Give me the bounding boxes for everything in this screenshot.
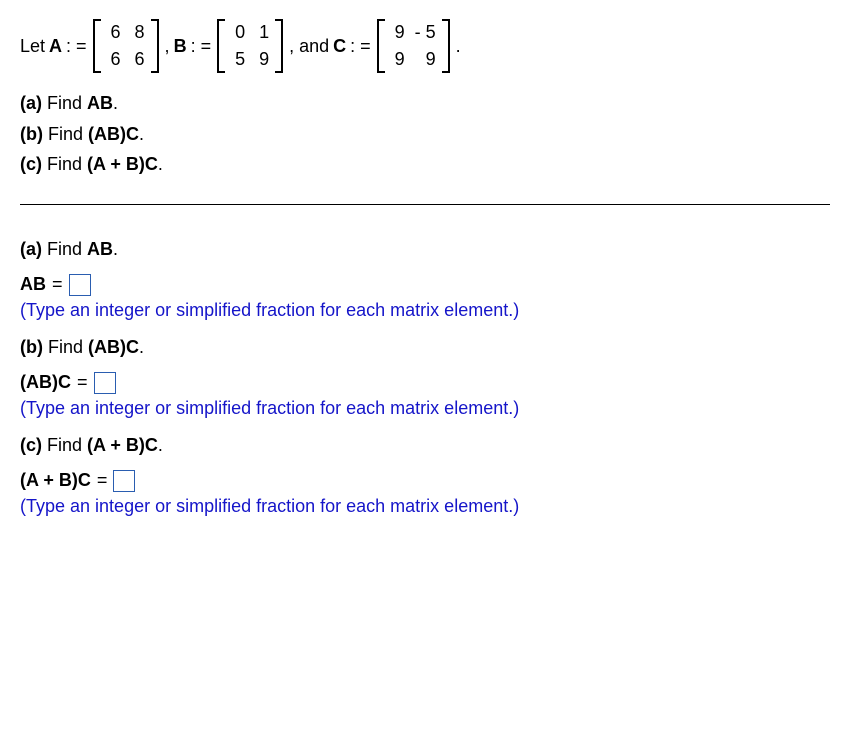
- answer-lhs: (AB)C: [20, 372, 71, 393]
- bracket-right-icon: [442, 19, 450, 73]
- answer-input-a[interactable]: [69, 274, 91, 296]
- answer-line-c: (A + B)C =: [20, 470, 830, 492]
- part-expr: (A + B)C: [87, 154, 158, 174]
- answer-eq: =: [52, 274, 63, 295]
- part-tail: .: [139, 124, 144, 144]
- matrix-B-cell: 1: [255, 22, 269, 43]
- part-tail: .: [158, 435, 163, 455]
- prompt-b: (b) Find (AB)C.: [20, 337, 830, 358]
- part-text: Find: [42, 93, 87, 113]
- part-marker: (a): [20, 239, 42, 259]
- matrix-C-cell: - 5: [415, 22, 436, 43]
- subpart-b: (b) Find (AB)C.: [20, 119, 830, 150]
- bracket-right-icon: [151, 19, 159, 73]
- hint-a: (Type an integer or simplified fraction …: [20, 300, 830, 321]
- answer-input-c[interactable]: [113, 470, 135, 492]
- matrix-C-cell: 9: [415, 49, 436, 70]
- part-text: Find: [42, 154, 87, 174]
- part-tail: .: [113, 93, 118, 113]
- comma: ,: [165, 36, 170, 57]
- matrix-definitions: Let A : = 6 8 6 6 , B : = 0 1 5 9: [20, 18, 830, 74]
- answer-line-a: AB =: [20, 274, 830, 296]
- coloneq-A: : =: [66, 36, 87, 57]
- part-text: Find: [42, 239, 87, 259]
- part-tail: .: [113, 239, 118, 259]
- bracket-left-icon: [93, 19, 101, 73]
- label-A: A: [49, 36, 62, 57]
- prompt-a: (a) Find AB.: [20, 239, 830, 260]
- part-text: Find: [42, 435, 87, 455]
- matrix-A-cell: 6: [131, 49, 145, 70]
- matrix-C: 9 - 5 9 9: [377, 18, 450, 74]
- subpart-a: (a) Find AB.: [20, 88, 830, 119]
- part-expr: (AB)C: [88, 124, 139, 144]
- part-tail: .: [139, 337, 144, 357]
- part-marker: (c): [20, 154, 42, 174]
- part-marker: (b): [20, 124, 43, 144]
- answer-eq: =: [97, 470, 108, 491]
- label-B: B: [174, 36, 187, 57]
- hint-b: (Type an integer or simplified fraction …: [20, 398, 830, 419]
- subparts-list: (a) Find AB. (b) Find (AB)C. (c) Find (A…: [20, 88, 830, 180]
- problem-statement: Let A : = 6 8 6 6 , B : = 0 1 5 9: [20, 18, 830, 180]
- bracket-left-icon: [217, 19, 225, 73]
- part-text: Find: [43, 124, 88, 144]
- label-C: C: [333, 36, 346, 57]
- matrix-B-cell: 9: [255, 49, 269, 70]
- matrix-B: 0 1 5 9: [217, 18, 283, 74]
- bracket-left-icon: [377, 19, 385, 73]
- matrix-A-cell: 6: [107, 49, 121, 70]
- part-expr: AB: [87, 239, 113, 259]
- subpart-c: (c) Find (A + B)C.: [20, 149, 830, 180]
- section-a: (a) Find AB. AB = (Type an integer or si…: [20, 239, 830, 517]
- part-marker: (c): [20, 435, 42, 455]
- prompt-c: (c) Find (A + B)C.: [20, 435, 830, 456]
- answer-lhs: AB: [20, 274, 46, 295]
- part-expr: (A + B)C: [87, 435, 158, 455]
- answer-lhs: (A + B)C: [20, 470, 91, 491]
- matrix-C-cell: 9: [391, 49, 405, 70]
- matrix-A: 6 8 6 6: [93, 18, 159, 74]
- matrix-A-cell: 6: [107, 22, 121, 43]
- coloneq-C: : =: [350, 36, 371, 57]
- part-expr: (AB)C: [88, 337, 139, 357]
- matrix-B-cell: 0: [231, 22, 245, 43]
- matrix-B-cell: 5: [231, 49, 245, 70]
- answer-line-b: (AB)C =: [20, 372, 830, 394]
- divider: [20, 204, 830, 205]
- part-marker: (b): [20, 337, 43, 357]
- coloneq-B: : =: [191, 36, 212, 57]
- part-marker: (a): [20, 93, 42, 113]
- intro-let: Let: [20, 36, 45, 57]
- hint-c: (Type an integer or simplified fraction …: [20, 496, 830, 517]
- intro-and: , and: [289, 36, 329, 57]
- bracket-right-icon: [275, 19, 283, 73]
- part-expr: AB: [87, 93, 113, 113]
- part-tail: .: [158, 154, 163, 174]
- matrix-A-cell: 8: [131, 22, 145, 43]
- answer-input-b[interactable]: [94, 372, 116, 394]
- intro-period: .: [456, 36, 461, 57]
- matrix-C-cell: 9: [391, 22, 405, 43]
- answer-eq: =: [77, 372, 88, 393]
- part-text: Find: [43, 337, 88, 357]
